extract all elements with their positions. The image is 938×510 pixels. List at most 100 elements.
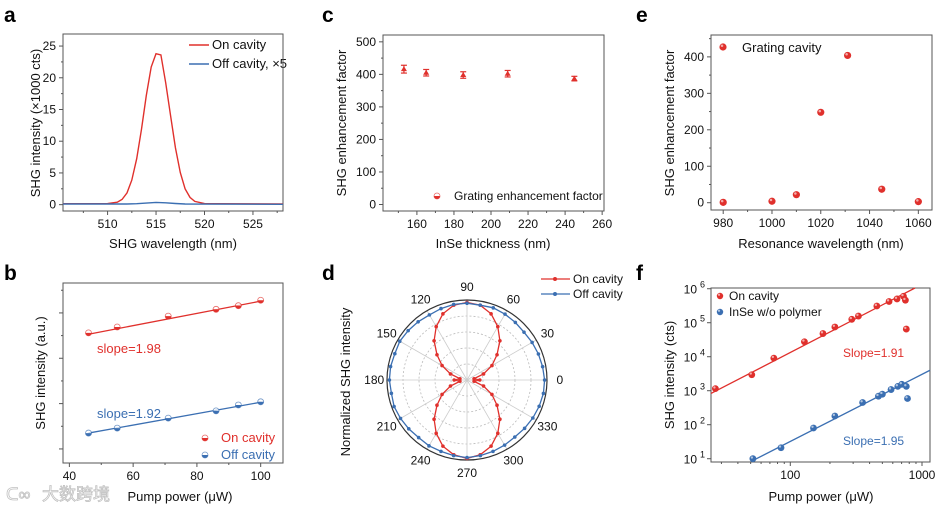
c-xtick-label: 240 xyxy=(555,217,575,231)
b-data-point xyxy=(113,323,121,331)
b-ylabel: SHG intensity (a.u.) xyxy=(33,316,48,429)
f-ytick-label: 10 xyxy=(684,283,698,297)
f-fit-line xyxy=(710,287,916,395)
d-ylabel: Normalized SHG intensity xyxy=(338,307,353,456)
d-data-point xyxy=(491,306,496,310)
f-data-point xyxy=(855,312,862,320)
e-data-point xyxy=(878,185,886,193)
f-ytick-exponent: 4 xyxy=(700,348,705,358)
d-data-point xyxy=(478,378,482,382)
d-data-point xyxy=(439,449,443,454)
f-data-point xyxy=(904,395,911,402)
b-slope-on: slope=1.98 xyxy=(97,341,161,356)
d-data-point xyxy=(472,376,476,381)
f-ylabel: SHG intensity (cts) xyxy=(662,321,677,429)
e-xlabel: Resonance wavelength (nm) xyxy=(738,236,903,251)
b-data-point xyxy=(212,305,220,313)
c-xlabel: InSe thickness (nm) xyxy=(436,236,551,251)
b-data-point xyxy=(164,414,172,422)
d-data-point xyxy=(490,363,494,368)
d-data-point xyxy=(406,328,410,333)
b-data-point xyxy=(212,407,220,415)
a-ytick-label: 15 xyxy=(43,102,57,116)
f-slope-on: Slope=1.91 xyxy=(843,346,904,360)
d-data-point xyxy=(478,453,483,458)
d-data-point xyxy=(458,376,462,381)
f-data-point xyxy=(748,371,756,379)
d-grid-spoke xyxy=(426,310,468,381)
f-data-point xyxy=(902,382,910,390)
c-ylabel: SHG enhancement factor xyxy=(334,49,349,196)
b-xtick-label: 100 xyxy=(251,469,271,483)
e-ytick-label: 100 xyxy=(684,159,704,173)
d-data-point xyxy=(465,455,469,460)
d-angle-label: 0 xyxy=(556,373,563,387)
d-data-point xyxy=(434,431,439,436)
d-data-point xyxy=(448,372,453,376)
b-legend-off-marker xyxy=(201,451,209,459)
d-data-point xyxy=(406,427,411,431)
e-ytick-label: 400 xyxy=(684,50,704,64)
a-ytick-label: 20 xyxy=(43,71,57,85)
f-xtick-label: 100 xyxy=(780,468,800,482)
d-data-point xyxy=(398,416,403,421)
e-ytick-label: 0 xyxy=(697,196,704,210)
d-data-point xyxy=(498,417,502,422)
d-data-point xyxy=(536,352,541,356)
d-data-point xyxy=(427,313,432,317)
d-data-point xyxy=(490,392,494,397)
f-legend-off-marker xyxy=(716,308,724,316)
panel-label-f: f xyxy=(636,262,644,285)
d-data-point xyxy=(502,443,507,447)
d-grid-spoke xyxy=(397,339,468,381)
f-data-point xyxy=(831,323,839,331)
panel-label-b: b xyxy=(4,262,17,285)
c-data-point xyxy=(571,75,578,82)
b-xtick-label: 60 xyxy=(126,469,140,483)
f-data-point xyxy=(901,296,909,304)
c-ytick-label: 200 xyxy=(356,132,376,146)
d-data-point xyxy=(397,339,402,344)
c-legend-marker xyxy=(433,192,441,200)
f-ytick-exponent: 1 xyxy=(700,450,705,460)
d-data-point xyxy=(495,353,499,357)
f-legend-on: On cavity xyxy=(729,289,779,303)
d-data-point xyxy=(441,312,445,316)
f-data-point xyxy=(819,330,827,337)
f-legend-off: InSe w/o polymer xyxy=(729,305,822,319)
f-data-point xyxy=(885,298,893,305)
d-angle-label: 180 xyxy=(364,373,384,387)
a-xtick-label: 510 xyxy=(98,217,118,231)
d-grid-spoke xyxy=(466,379,537,421)
f-ytick-exponent: 5 xyxy=(700,314,705,324)
e-ytick-label: 200 xyxy=(684,123,704,137)
d-data-point xyxy=(465,301,469,306)
panel-label-c: c xyxy=(322,4,334,27)
f-ytick-label: 10 xyxy=(684,419,698,433)
d-legend-off-marker xyxy=(553,292,557,296)
d-legend-off: Off cavity xyxy=(573,287,623,301)
f-data-point xyxy=(859,399,867,406)
b-data-point xyxy=(257,398,265,406)
e-data-point xyxy=(914,198,922,206)
d-grid-spoke xyxy=(466,379,508,450)
a-xtick-label: 515 xyxy=(146,217,166,231)
d-angle-label: 30 xyxy=(541,327,555,341)
d-data-point xyxy=(441,444,445,448)
d-data-point xyxy=(496,431,500,436)
f-legend-on-marker xyxy=(716,292,724,300)
b-data-point xyxy=(85,429,92,437)
d-legend-on-marker xyxy=(553,277,557,281)
d-data-point xyxy=(542,378,547,382)
f-data-point xyxy=(893,295,901,303)
d-data-point xyxy=(496,324,500,329)
b-legend-on: On cavity xyxy=(221,430,276,445)
e-ylabel: SHG enhancement factor xyxy=(662,49,677,196)
a-series-off-cavity xyxy=(63,201,284,205)
a-ytick-label: 0 xyxy=(49,198,56,212)
f-data-point xyxy=(848,315,856,323)
c-ytick-label: 100 xyxy=(356,165,376,179)
d-data-point xyxy=(439,306,443,311)
e-data-point xyxy=(844,51,852,60)
